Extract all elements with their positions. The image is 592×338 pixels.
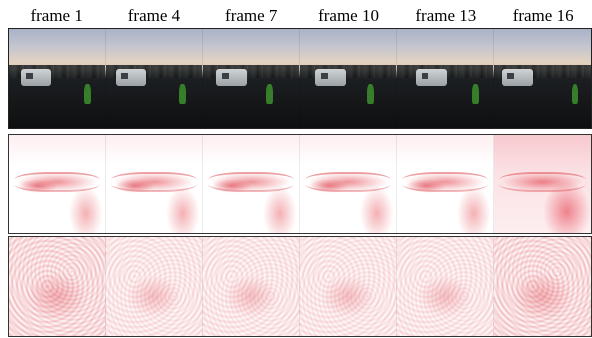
saliency-map-image: [9, 135, 106, 233]
saliency-edge: [304, 172, 392, 192]
person: [367, 84, 374, 105]
frame-label: frame 10: [318, 6, 379, 25]
saliency-edge: [498, 172, 587, 192]
video-frame-image: [9, 29, 106, 128]
person: [83, 84, 91, 105]
noisy-saliency-map-image: [397, 237, 494, 336]
video-frame-image: [300, 29, 397, 128]
video-frame-image: [203, 29, 300, 128]
noisy-saliency-map-image: [106, 237, 203, 336]
frame-label: frame 1: [30, 6, 83, 25]
caravan: [216, 68, 248, 87]
frame-label: frame 16: [512, 6, 574, 25]
caravan: [416, 68, 447, 87]
saliency-map-image: [203, 135, 300, 233]
frame-label: frame 4: [127, 6, 181, 25]
person: [571, 84, 579, 105]
caravan: [115, 68, 147, 87]
saliency-edge: [110, 172, 198, 192]
saliency-edge: [13, 172, 101, 192]
frame-label: frame 13: [415, 6, 477, 25]
noisy-saliency-map-image: [203, 237, 300, 336]
saliency-edge: [401, 172, 489, 192]
video-frame-image: [106, 29, 203, 128]
saliency-map-strip: [8, 134, 592, 234]
saliency-map-image: [494, 135, 591, 233]
saliency-edge: [207, 172, 295, 192]
saliency-map-image: [397, 135, 494, 233]
frame-label-row: frame 1 frame 4 frame 7 frame 10 frame 1…: [8, 4, 592, 28]
person: [178, 84, 186, 105]
noisy-saliency-map-image: [494, 237, 591, 336]
caravan: [20, 68, 52, 87]
noisy-saliency-map-strip: [8, 236, 592, 337]
caravan: [501, 68, 533, 87]
saliency-map-image: [300, 135, 397, 233]
video-frame-image: [494, 29, 591, 128]
video-frames-strip: [8, 28, 592, 129]
video-frame-image: [397, 29, 494, 128]
person: [266, 84, 274, 105]
noisy-saliency-map-image: [300, 237, 397, 336]
noisy-saliency-map-image: [9, 237, 106, 336]
caravan: [315, 68, 347, 87]
person: [471, 84, 479, 105]
frame-label: frame 7: [225, 6, 278, 25]
saliency-map-image: [106, 135, 203, 233]
